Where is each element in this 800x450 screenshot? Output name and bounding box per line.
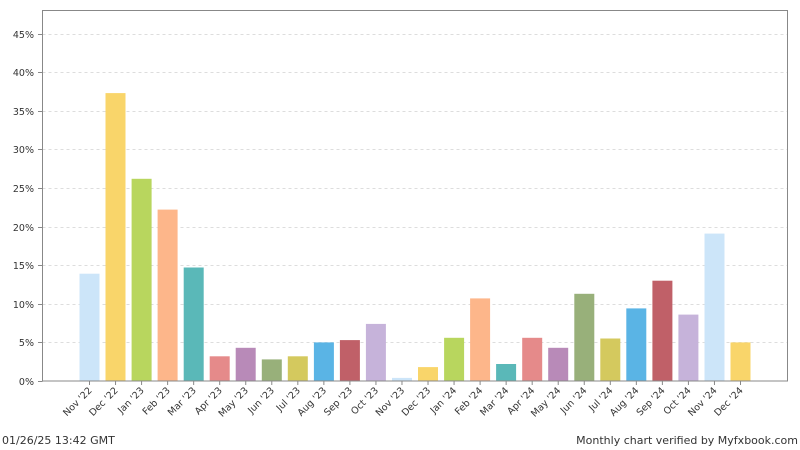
bar — [704, 233, 725, 381]
plot-frame — [42, 10, 788, 382]
bar — [261, 359, 282, 381]
bar — [652, 280, 673, 381]
x-tick-label: Jun '24 — [558, 385, 590, 417]
bar — [626, 308, 647, 381]
bar — [418, 367, 438, 381]
bar — [470, 298, 491, 381]
bar — [496, 364, 517, 381]
bar — [678, 314, 699, 381]
x-tick-label: Mar '23 — [166, 385, 199, 418]
x-tick-label: Sep '23 — [322, 385, 355, 418]
bar — [574, 293, 595, 381]
verified-text: Monthly chart verified by Myfxbook.com — [576, 434, 798, 447]
y-tick-label: 35% — [13, 107, 34, 118]
x-tick-label: Dec '22 — [87, 385, 120, 418]
bar — [79, 273, 100, 381]
y-tick-label: 30% — [13, 145, 34, 156]
y-tick-label: 25% — [13, 184, 34, 195]
bar — [365, 323, 386, 381]
x-tick-label: Jun '23 — [245, 385, 277, 417]
bar — [287, 356, 308, 381]
bar — [522, 337, 543, 381]
x-tick-label: Dec '24 — [712, 385, 745, 418]
bar — [313, 342, 334, 381]
y-tick-label: 0% — [19, 377, 34, 388]
bar — [339, 340, 360, 381]
y-tick-label: 45% — [13, 30, 34, 41]
x-tick-label: Sep '24 — [635, 385, 668, 418]
bar — [235, 347, 256, 381]
bar — [730, 342, 751, 381]
bar — [183, 267, 204, 381]
bar — [548, 347, 569, 381]
x-tick-label: Mar '24 — [478, 385, 511, 418]
bar — [131, 178, 152, 381]
bar — [444, 337, 465, 381]
y-tick-label: 10% — [13, 300, 34, 311]
y-tick-label: 15% — [13, 261, 34, 272]
timestamp: 01/26/25 13:42 GMT — [2, 434, 115, 447]
bar — [392, 377, 412, 381]
x-tick-label: Dec '23 — [400, 385, 433, 418]
bar — [600, 338, 621, 381]
bar — [105, 93, 126, 381]
y-tick-label: 40% — [13, 68, 34, 79]
y-axis: 0% 5% 10% 15% 20% 25% 30% 35% 40% 45% — [13, 30, 43, 388]
y-tick-label: 5% — [19, 338, 34, 349]
y-tick-label: 20% — [13, 223, 34, 234]
grid-lines — [42, 34, 788, 343]
bars — [79, 93, 751, 381]
bar — [157, 209, 178, 381]
bar — [209, 356, 230, 381]
